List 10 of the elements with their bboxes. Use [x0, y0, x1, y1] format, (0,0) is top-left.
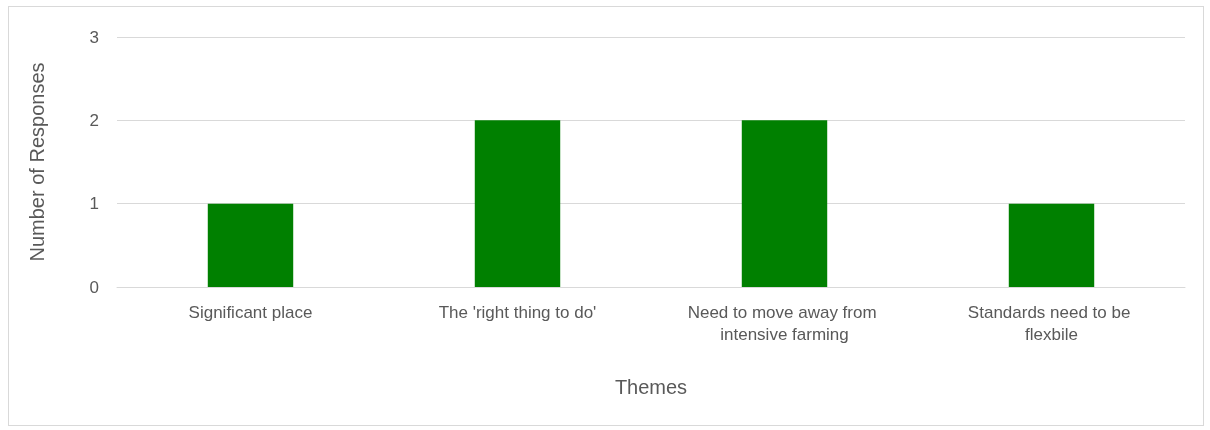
x-tick-label: Need to move away from intensive farming [687, 302, 882, 344]
y-tick-label: 2 [89, 110, 99, 130]
x-tick-label: Significant place [188, 302, 313, 322]
y-tick-label: 0 [89, 277, 99, 297]
y-axis-title: Number of Responses [26, 62, 48, 262]
y-tick-label: 3 [89, 27, 99, 47]
x-tick-label: Standards need to be flexbile [967, 302, 1136, 344]
y-tick-label: 1 [89, 194, 99, 214]
x-axis-title: Themes [614, 376, 688, 398]
x-tick-label: The 'right thing to do' [438, 302, 597, 322]
